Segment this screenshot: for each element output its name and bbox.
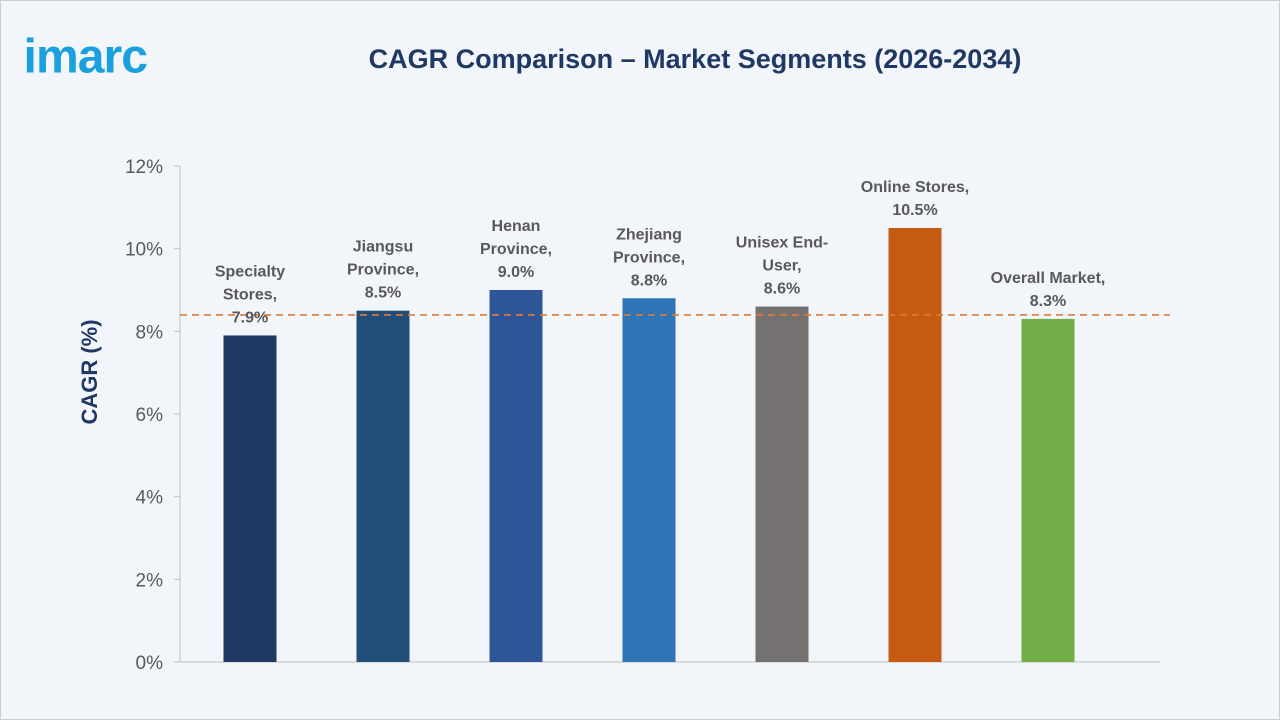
y-axis-title: CAGR (%) — [77, 319, 102, 424]
data-label: Overall Market, 8.3% — [991, 270, 1106, 310]
bar-online-stores — [888, 228, 942, 662]
data-label: Jiangsu Province, 8.5% — [347, 239, 419, 302]
y-tick-label: 4% — [136, 488, 164, 509]
data-labels: Specialty Stores, 7.9% Jiangsu Province, 8.5%… — [215, 179, 1106, 326]
bar-unisex-end-user — [755, 306, 809, 662]
y-tick-label: 10% — [125, 240, 163, 261]
y-tick-label: 6% — [136, 405, 164, 426]
data-label: Zhejiang Province, 8.8% — [613, 226, 685, 289]
imarc-logo: imarc — [24, 30, 149, 80]
data-label: Unisex End-User, 8.6% — [736, 235, 828, 298]
bar-jiangsu-province — [356, 310, 410, 662]
data-label: Henan Province, 9.0% — [480, 218, 552, 281]
data-label: Specialty Stores, 7.9% — [215, 263, 285, 326]
y-axis-ticks: 0% 2% 4% 6% 8% 10% 12% — [125, 157, 1160, 674]
bars — [180, 228, 1170, 662]
chart-title: CAGR Comparison – Market Segments (2026-… — [368, 44, 1022, 74]
y-tick-label: 8% — [136, 322, 164, 343]
y-tick-label: 12% — [125, 157, 163, 178]
bar-zhejiang-province — [622, 298, 676, 662]
bar-overall-market — [1021, 318, 1075, 662]
bar-specialty-stores — [223, 335, 277, 662]
y-tick-label: 2% — [136, 570, 164, 591]
data-label: Online Stores, 10.5% — [861, 179, 969, 219]
svg-text:imarc: imarc — [24, 30, 148, 80]
bar-henan-province — [489, 290, 543, 662]
y-tick-label: 0% — [136, 653, 164, 674]
